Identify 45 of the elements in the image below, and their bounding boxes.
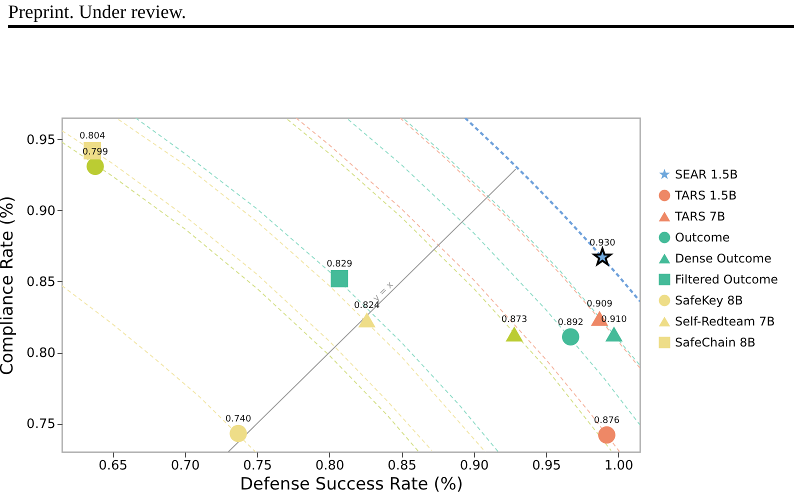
x-tick-label: 0.85: [388, 458, 417, 474]
legend-label: SEAR 1.5B: [675, 168, 738, 182]
legend-label: SafeKey 8B: [675, 294, 744, 308]
legend-label: Filtered Outcome: [675, 272, 778, 286]
line-series: [62, 285, 256, 452]
annotation: 0.909: [586, 299, 613, 310]
legend-label: SafeChain 8B: [675, 336, 756, 350]
y-tick-label: 0.85: [26, 274, 56, 290]
point: [330, 270, 348, 288]
y-tick-label: 0.75: [26, 417, 56, 432]
y-axis-title: Compliance Rate (%): [0, 196, 18, 376]
point: [506, 326, 523, 342]
x-tick-label: 1.00: [604, 458, 634, 474]
point: [605, 326, 623, 342]
point: [86, 158, 104, 175]
x-axis-title: Defense Success Rate (%): [240, 474, 464, 492]
annotation: 0.740: [225, 414, 252, 425]
legend-label: Dense Outcome: [675, 252, 772, 266]
x-tick-label: 0.70: [170, 458, 200, 474]
legend-label: Outcome: [675, 230, 730, 244]
annotation: 0.930: [590, 238, 616, 248]
annotation: 0.824: [354, 300, 380, 311]
legend-label: TARS 1.5B: [674, 188, 737, 202]
point: [598, 426, 616, 444]
annotation: 0.799: [82, 147, 108, 158]
point: [562, 328, 580, 346]
x-tick-label: 0.65: [98, 458, 128, 474]
x-tick-label: 0.95: [532, 458, 562, 474]
legend-label: TARS 7B: [674, 210, 726, 224]
y-tick-label: 0.95: [26, 132, 56, 148]
annotation: 0.892: [558, 318, 584, 328]
point: [230, 424, 247, 442]
annotation: 0.829: [326, 260, 353, 270]
y-tick-label: 0.80: [26, 346, 56, 362]
annotation: 0.873: [501, 315, 528, 326]
x-tick-label: 0.90: [460, 458, 489, 474]
annotation: 0.876: [594, 416, 620, 426]
annotation: 0.804: [79, 132, 106, 142]
legend-label: Self-Redteam 7B: [675, 314, 775, 328]
point: [593, 248, 612, 266]
point: [358, 312, 376, 328]
y-tick-label: 0.90: [26, 204, 56, 219]
text: Preprint. Under review.: [8, 2, 794, 28]
x-tick-label: 0.75: [243, 458, 272, 474]
x-tick-label: 0.80: [315, 458, 344, 474]
